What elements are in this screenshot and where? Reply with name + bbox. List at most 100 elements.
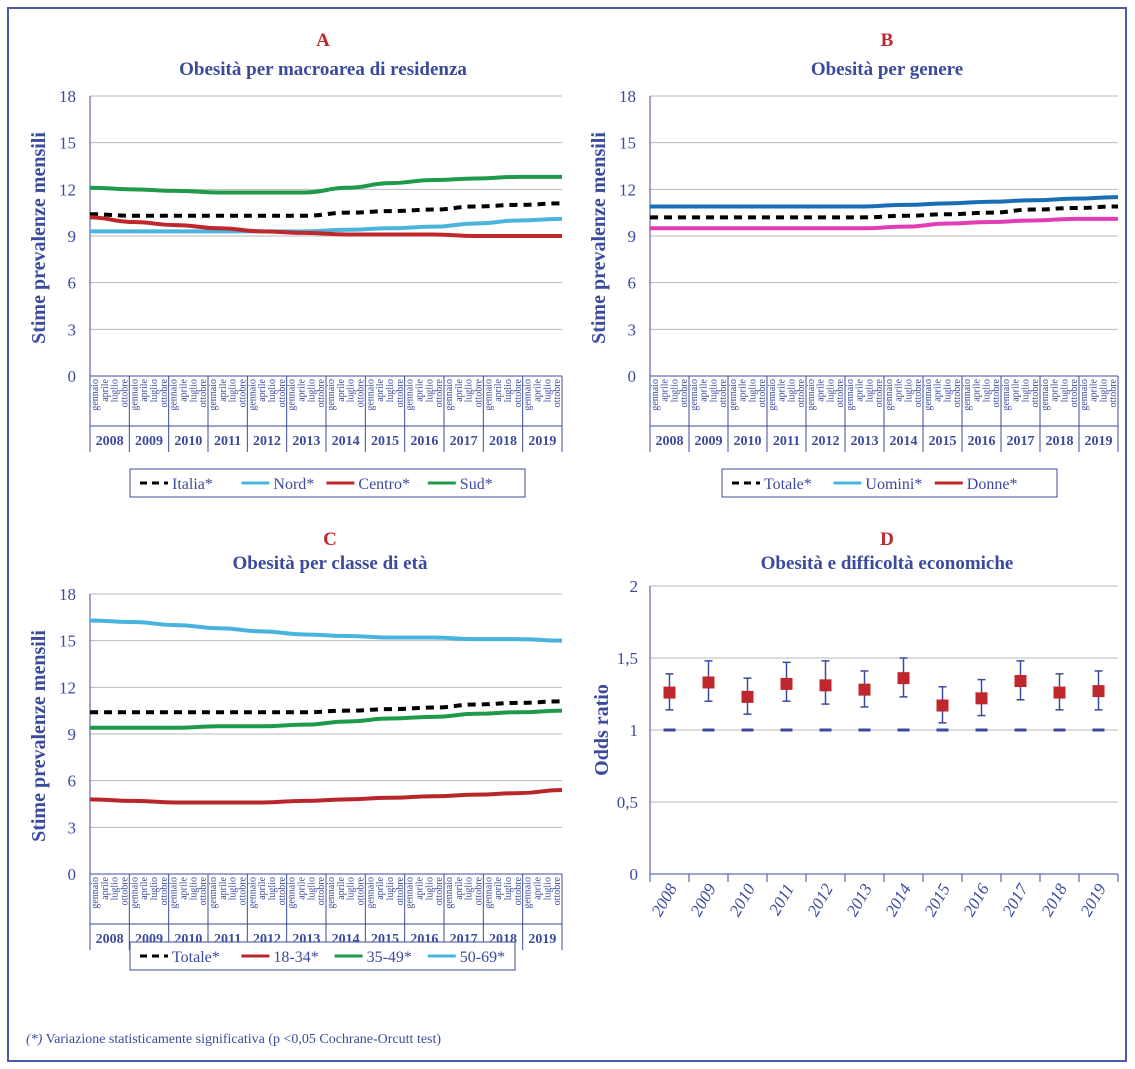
chart-title: Obesità per genere: [811, 59, 963, 80]
legend-label: 18-34*: [273, 949, 318, 966]
year-tick-label: 2014: [890, 434, 918, 449]
month-tick-label: luglio: [464, 877, 475, 900]
month-tick-label: gennaio: [444, 379, 455, 411]
month-tick-label: luglio: [708, 379, 719, 402]
month-tick-label: gennaio: [1079, 379, 1090, 411]
chart-panel-D: D Obesità e difficoltà economiche 0 0,5 1 1,5…: [591, 529, 1119, 919]
data-point: [780, 677, 793, 690]
month-tick-label: luglio: [385, 877, 396, 900]
legend-box: [721, 468, 1058, 498]
month-tick-label: gennaio: [483, 379, 494, 411]
month-tick-label: gennaio: [247, 379, 258, 411]
month-tick-label: gennaio: [884, 379, 895, 411]
y-tick-label: 1: [630, 721, 639, 740]
y-tick-label: 0: [628, 367, 637, 386]
y-tick-label: 9: [68, 725, 77, 744]
month-tick-label: aprile: [660, 378, 671, 401]
legend-label: Centro*: [358, 476, 410, 493]
legend-label: Nord*: [273, 476, 314, 493]
data-point: [663, 686, 676, 699]
month-tick-label: ottobre: [1030, 378, 1041, 407]
month-tick-label: aprile: [257, 378, 268, 401]
month-tick-label: aprile: [414, 378, 425, 401]
year-tick-label: 2009: [695, 434, 723, 449]
y-tick-label: 6: [628, 274, 637, 293]
y-tick-label: 1,5: [617, 649, 638, 668]
series-line-totale: [89, 699, 563, 715]
y-tick-label: 0: [630, 865, 639, 884]
month-tick-label: luglio: [864, 379, 875, 402]
panel-letter: C: [323, 529, 337, 550]
data-point: [1053, 686, 1066, 699]
month-tick-label: luglio: [267, 379, 278, 402]
month-tick-label: aprile: [532, 378, 543, 401]
x-tick-label: 2012: [804, 880, 838, 919]
month-tick-label: aprile: [454, 378, 465, 401]
month-tick-label: ottobre: [796, 378, 807, 407]
panel-letter: A: [316, 30, 330, 51]
y-tick-label: 12: [59, 678, 76, 697]
month-tick-label: ottobre: [835, 378, 846, 407]
year-tick-label: 2008: [656, 434, 684, 449]
month-tick-label: aprile: [699, 378, 710, 401]
y-tick-label: 0: [68, 865, 77, 884]
year-tick-label: 2019: [528, 932, 556, 947]
month-tick-label: gennaio: [767, 379, 778, 411]
x-tick-label: 2011: [765, 881, 798, 919]
legend-label: Italia*: [172, 476, 213, 493]
x-tick-label: 2014: [882, 880, 916, 919]
y-tick-label: 3: [628, 320, 637, 339]
month-tick-label: luglio: [503, 877, 514, 900]
y-tick-label: 9: [628, 227, 637, 246]
month-tick-label: ottobre: [119, 876, 130, 905]
year-tick-label: 2013: [292, 434, 320, 449]
year-tick-label: 2012: [253, 434, 281, 449]
month-tick-label: aprile: [493, 876, 504, 899]
month-tick-label: luglio: [267, 877, 278, 900]
footnote-text: Variazione statisticamente significativa…: [42, 1032, 442, 1047]
month-tick-label: luglio: [424, 379, 435, 402]
y-tick-label: 15: [619, 134, 636, 153]
month-tick-label: aprile: [894, 378, 905, 401]
month-tick-label: luglio: [981, 379, 992, 402]
month-tick-label: ottobre: [991, 378, 1002, 407]
month-tick-label: gennaio: [689, 379, 700, 411]
legend-label: Sud*: [460, 476, 493, 493]
month-tick-label: gennaio: [208, 379, 219, 411]
legend-label: 50-69*: [460, 949, 505, 966]
month-tick-label: luglio: [228, 877, 239, 900]
y-axis-label: Stime prevalenze mensili: [28, 132, 50, 344]
month-tick-label: luglio: [149, 877, 160, 900]
year-tick-label: 2018: [489, 434, 517, 449]
month-tick-label: luglio: [346, 877, 357, 900]
month-tick-label: luglio: [464, 379, 475, 402]
y-tick-label: 2: [630, 577, 639, 596]
month-tick-label: gennaio: [129, 379, 140, 411]
y-tick-label: 0,5: [617, 793, 638, 812]
month-tick-label: ottobre: [316, 378, 327, 407]
panel-letter: D: [880, 529, 894, 550]
month-tick-label: luglio: [424, 877, 435, 900]
month-tick-label: ottobre: [757, 378, 768, 407]
legend-label: 35-49*: [367, 949, 412, 966]
month-tick-label: ottobre: [159, 378, 170, 407]
month-tick-label: ottobre: [316, 876, 327, 905]
year-tick-label: 2011: [214, 434, 241, 449]
x-tick-label: 2018: [1038, 880, 1072, 919]
month-tick-label: ottobre: [718, 378, 729, 407]
series-line-sud: [89, 174, 562, 195]
y-tick-label: 18: [59, 585, 76, 604]
month-tick-label: luglio: [1059, 379, 1070, 402]
month-tick-label: aprile: [1089, 378, 1100, 401]
month-tick-label: aprile: [178, 876, 189, 899]
month-tick-label: luglio: [786, 379, 797, 402]
year-tick-label: 2014: [332, 434, 360, 449]
y-tick-label: 15: [59, 134, 76, 153]
series-line-italia: [89, 201, 563, 218]
month-tick-label: luglio: [825, 379, 836, 402]
month-tick-label: gennaio: [405, 877, 416, 909]
y-tick-label: 6: [68, 274, 77, 293]
month-tick-label: gennaio: [287, 877, 298, 909]
month-tick-label: ottobre: [552, 876, 563, 905]
y-tick-label: 18: [619, 87, 636, 106]
